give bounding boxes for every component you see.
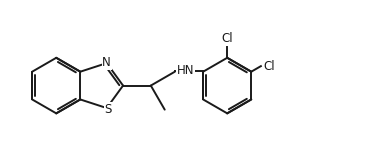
Text: Cl: Cl xyxy=(263,60,274,73)
Text: N: N xyxy=(102,56,111,69)
Text: Cl: Cl xyxy=(222,32,233,45)
Text: S: S xyxy=(104,103,112,116)
Text: HN: HN xyxy=(177,64,195,77)
